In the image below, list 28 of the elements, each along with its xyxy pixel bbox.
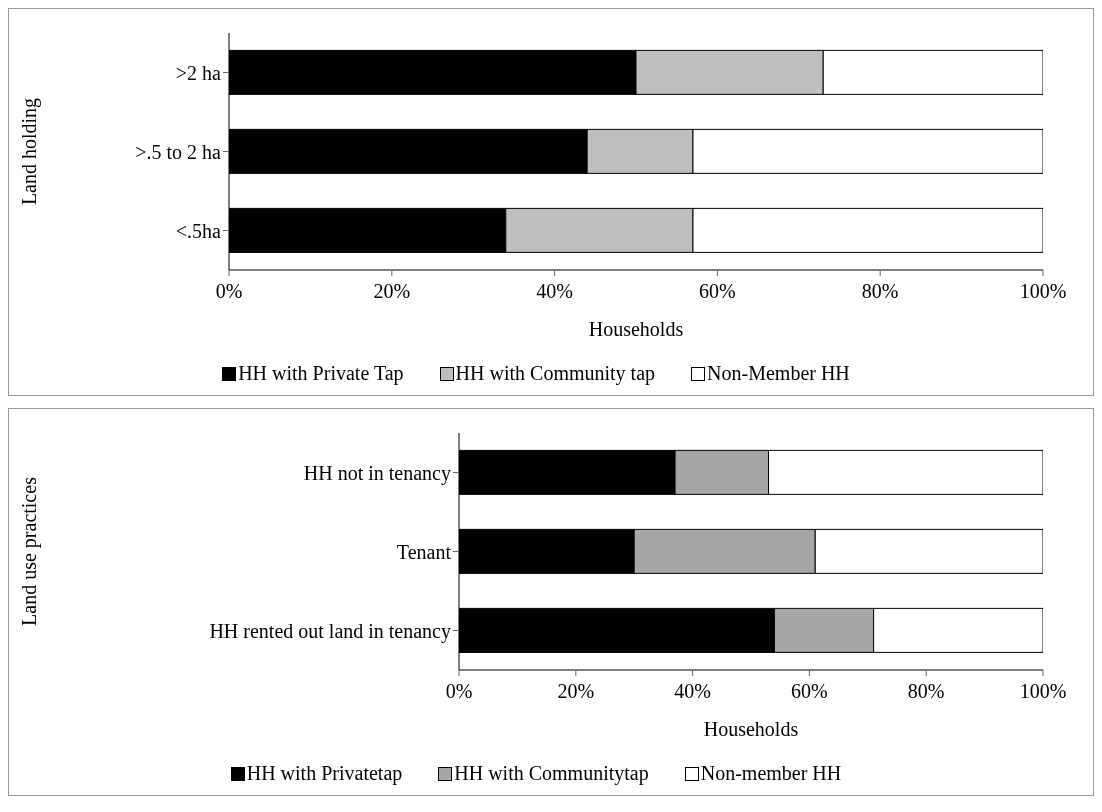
y-axis-title: Land use practices (18, 476, 42, 626)
x-tick-label: 40% (674, 680, 711, 703)
x-tick-label: 80% (907, 680, 945, 703)
x-tick-label: 100% (1019, 680, 1067, 703)
y-tick-label: >.5 to 2 ha (135, 140, 222, 163)
x-tick-label: 0% (215, 280, 243, 303)
x-tick-label: 100% (1019, 280, 1067, 303)
x-tick-label: 0% (445, 680, 473, 703)
legend-label: HH with Community tap (455, 362, 656, 385)
legend-label: HH with Communitytap (454, 762, 649, 785)
x-tick-label: 80% (861, 280, 899, 303)
y-tick-label: <.5ha (175, 219, 222, 242)
legend-label: HH with Privatetap (246, 762, 403, 785)
legend-label: HH with Private Tap (238, 362, 404, 385)
x-axis-title: Households (703, 718, 799, 740)
x-tick-label: 60% (791, 680, 828, 703)
legend-label: Non-member HH (700, 762, 842, 785)
y-axis-title: Land holding (18, 97, 42, 206)
legend-label: Non-Member HH (707, 362, 850, 385)
y-tick-label: HH not in tenancy (303, 461, 451, 485)
x-axis-title: Households (588, 318, 684, 340)
y-tick-label: >2 ha (175, 61, 222, 84)
x-tick-label: 20% (373, 280, 411, 303)
y-tick-label: Tenant (396, 540, 452, 563)
y-tick-label: HH rented out land in tenancy (209, 619, 451, 643)
x-tick-label: 60% (699, 280, 736, 303)
x-tick-label: 40% (536, 280, 573, 303)
x-tick-label: 20% (557, 680, 595, 703)
